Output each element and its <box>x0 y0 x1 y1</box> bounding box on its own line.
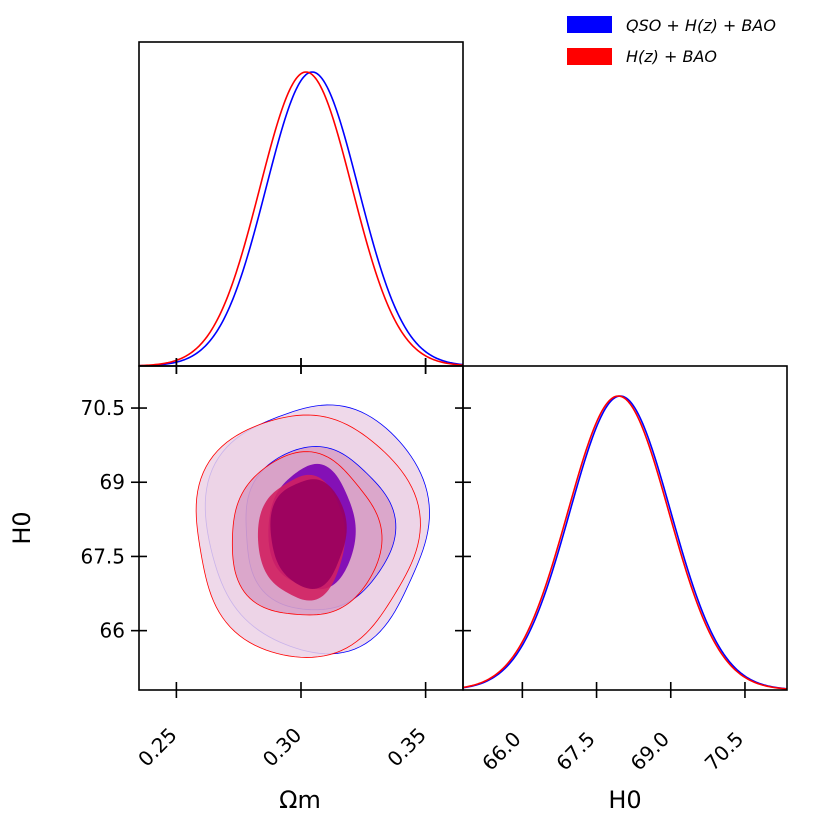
contour-6 <box>270 479 347 589</box>
om-panel-frame <box>138 41 464 367</box>
om-tick-label-0: 0.25 <box>133 723 181 771</box>
h0-bottom-tick-label-1: 67.5 <box>551 727 599 775</box>
h0-bottom-tick-label-3: 70.5 <box>700 727 748 775</box>
h0-bottom-tick-label-0: 66.0 <box>477 727 525 775</box>
om-marginal-curve-1 <box>138 71 464 367</box>
legend-swatch-qso <box>567 16 612 33</box>
om-marginal-curve-0 <box>138 71 464 367</box>
panel-om-marginal <box>138 41 464 374</box>
h0-bottom-tick-label-2: 69.0 <box>626 727 674 775</box>
x-axis-label-om: Ωm <box>279 786 321 814</box>
legend-swatch-hz <box>567 48 612 65</box>
om-tick-label-1: 0.30 <box>258 723 306 771</box>
contour-group <box>195 404 430 658</box>
panel-h0-marginal: 66.0 67.5 69.0 70.5 <box>462 365 788 775</box>
legend-label-hz: H(z) + BAO <box>626 47 717 66</box>
y-axis-label-h0: H0 <box>8 511 36 544</box>
h0-tick-label-2: 69 <box>100 470 125 494</box>
h0-tick-label-1: 67.5 <box>80 544 125 568</box>
x-axis-label-h0: H0 <box>608 786 641 814</box>
om-tick-label-2: 0.35 <box>382 723 430 771</box>
legend-label-qso: QSO + H(z) + BAO <box>626 16 776 35</box>
h0-marginal-curve-1 <box>462 395 788 690</box>
legend: QSO + H(z) + BAO H(z) + BAO <box>567 16 776 66</box>
h0-marginal-curve-0 <box>462 395 788 690</box>
h0-tick-label-0: 66 <box>100 619 125 643</box>
h0-panel-frame <box>462 365 788 691</box>
h0-tick-label-3: 70.5 <box>80 396 125 420</box>
panel-om-h0-contours: 0.25 0.30 0.35 66 67.5 69 70.5 <box>80 358 471 771</box>
